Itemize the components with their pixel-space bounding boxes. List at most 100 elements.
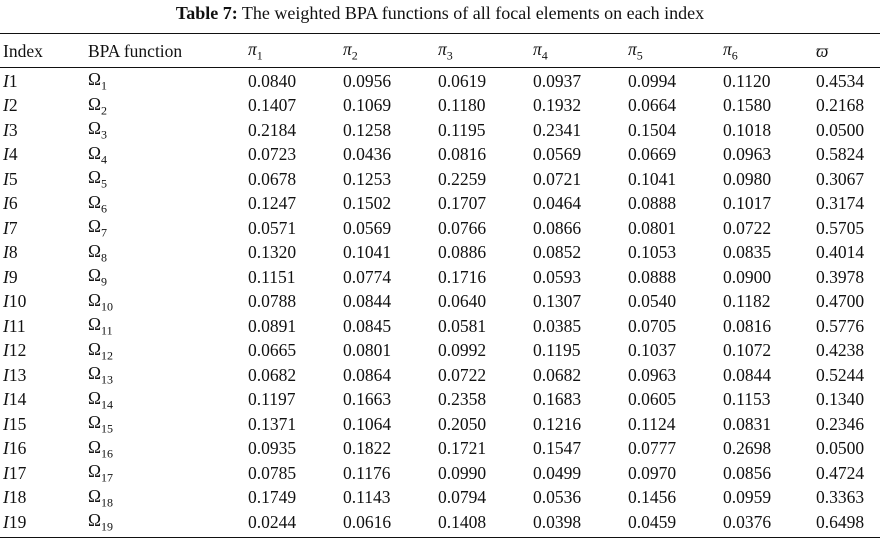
- table-row: I11 Ω11 0.0891 0.0845 0.0581 0.0385 0.0705 0.08…: [0, 314, 880, 339]
- index-letter: I: [3, 95, 9, 116]
- index-cell: I8: [0, 241, 88, 266]
- index-cell: I14: [0, 388, 88, 413]
- pi-2-value: 0.1502: [343, 193, 392, 214]
- header-pi-6: π6: [723, 38, 738, 63]
- pi-2-value: 0.1041: [343, 242, 392, 263]
- pi-2-value: 0.0845: [343, 315, 392, 336]
- header-pi-5: π5: [628, 38, 643, 63]
- top-rule: [0, 33, 880, 34]
- pi-6-value: 0.0959: [723, 487, 772, 508]
- pi-1-value: 0.0571: [248, 217, 297, 238]
- pi-5-value: 0.0888: [628, 266, 677, 287]
- caption-label: Table 7:: [175, 3, 238, 23]
- pi-2-value: 0.0774: [343, 266, 392, 287]
- pi-6-value: 0.0980: [723, 168, 772, 189]
- header-index: Index: [3, 40, 43, 61]
- pi-2-value: 0.0616: [343, 511, 392, 532]
- pi-5-value: 0.1037: [628, 340, 677, 361]
- omega-subscript: 7: [101, 225, 108, 240]
- index-cell: I5: [0, 167, 88, 192]
- omega-subscript: 9: [101, 274, 108, 289]
- table-row: I19 Ω19 0.0244 0.0616 0.1408 0.0398 0.0459 0.03…: [0, 510, 880, 535]
- pi-6-value: 0.0816: [723, 315, 772, 336]
- index-letter: I: [3, 462, 9, 483]
- index-letter: I: [3, 70, 9, 91]
- pi-3-value: 0.0722: [438, 364, 487, 385]
- pi-1-value: 0.0788: [248, 291, 297, 312]
- pi-4-value: 0.0593: [533, 266, 582, 287]
- pi-6-value: 0.0900: [723, 266, 772, 287]
- index-letter: I: [3, 315, 9, 336]
- pi-1-value: 0.0785: [248, 462, 297, 483]
- index-number: 10: [8, 291, 27, 312]
- pi-1-value: 0.1247: [248, 193, 297, 214]
- index-number: 18: [8, 487, 27, 508]
- pi-5-value: 0.0888: [628, 193, 677, 214]
- header-pi-2: π2: [343, 38, 358, 63]
- index-letter: I: [3, 413, 9, 434]
- index-number: 19: [8, 511, 27, 532]
- pi-1-value: 0.0244: [248, 511, 297, 532]
- pi-5-value: 0.0459: [628, 511, 677, 532]
- bpa-function-cell: Ω7: [88, 216, 108, 240]
- index-cell: I3: [0, 118, 88, 143]
- pi-5-value: 0.0963: [628, 364, 677, 385]
- pi-6-value: 0.1153: [723, 389, 771, 410]
- table-row: I12 Ω12 0.0665 0.0801 0.0992 0.1195 0.1037 0.10…: [0, 339, 880, 364]
- pi-2-value: 0.1258: [343, 119, 392, 140]
- varpi-value: 0.3174: [816, 193, 865, 214]
- index-letter: I: [3, 511, 9, 532]
- omega-subscript: 3: [101, 127, 108, 142]
- header-row: Index BPA function π1 π2 π3 π4 π5 π6 ϖ: [0, 36, 880, 66]
- varpi-value: 0.0500: [816, 438, 865, 459]
- pi-4-value: 0.1683: [533, 389, 582, 410]
- index-letter: I: [3, 438, 9, 459]
- header-varpi: ϖ: [816, 40, 829, 61]
- index-cell: I6: [0, 192, 88, 217]
- bpa-function-cell: Ω8: [88, 240, 108, 265]
- header-pi-4: π4: [533, 38, 548, 63]
- bpa-table: Index BPA function π1 π2 π3 π4 π5 π6 ϖ I…: [0, 36, 880, 535]
- index-letter: I: [3, 119, 9, 140]
- bpa-function-cell: Ω16: [88, 436, 114, 461]
- index-cell: I17: [0, 461, 88, 486]
- table-row: I5 Ω5 0.0678 0.1253 0.2259 0.0721 0.1041 0.0980…: [0, 167, 880, 192]
- pi-3-value: 0.0581: [438, 315, 487, 336]
- pi-3-value: 0.0640: [438, 291, 487, 312]
- pi-4-value: 0.1195: [533, 340, 581, 361]
- index-letter: I: [3, 389, 9, 410]
- table-row: I7 Ω7 0.0571 0.0569 0.0766 0.0866 0.0801 0.0722…: [0, 216, 880, 241]
- varpi-value: 0.2168: [816, 95, 865, 116]
- pi-2-value: 0.0956: [343, 70, 392, 91]
- index-cell: I12: [0, 339, 88, 364]
- pi-1-value: 0.1151: [248, 266, 296, 287]
- varpi-value: 0.5776: [816, 315, 865, 336]
- varpi-value: 0.4724: [816, 462, 865, 483]
- pi-5-value: 0.0994: [628, 70, 677, 91]
- pi-6-value: 0.2698: [723, 438, 772, 459]
- index-letter: I: [3, 364, 9, 385]
- table-row: I9 Ω9 0.1151 0.0774 0.1716 0.0593 0.0888 0.0900…: [0, 265, 880, 290]
- index-letter: I: [3, 266, 9, 287]
- table-row: I2 Ω2 0.1407 0.1069 0.1180 0.1932 0.0664 0.1580…: [0, 94, 880, 119]
- index-number: 17: [8, 462, 27, 483]
- pi-2-value: 0.1143: [343, 487, 391, 508]
- omega-subscript: 1: [101, 78, 108, 93]
- pi-6-value: 0.1120: [723, 70, 771, 91]
- varpi-value: 0.3978: [816, 266, 865, 287]
- omega-subscript: 17: [101, 470, 114, 485]
- header-pi-2-sub: 2: [351, 48, 358, 63]
- pi-6-value: 0.0856: [723, 462, 772, 483]
- pi-2-value: 0.1176: [343, 462, 391, 483]
- index-letter: I: [3, 242, 9, 263]
- pi-2-value: 0.1064: [343, 413, 392, 434]
- pi-4-value: 0.0682: [533, 364, 582, 385]
- pi-6-value: 0.0835: [723, 242, 772, 263]
- varpi-value: 0.0500: [816, 119, 865, 140]
- varpi-value: 0.4700: [816, 291, 865, 312]
- index-number: 12: [8, 340, 27, 361]
- index-cell: I2: [0, 94, 88, 119]
- pi-5-value: 0.1053: [628, 242, 677, 263]
- pi-4-value: 0.0569: [533, 144, 582, 165]
- varpi-value: 0.4014: [816, 242, 865, 263]
